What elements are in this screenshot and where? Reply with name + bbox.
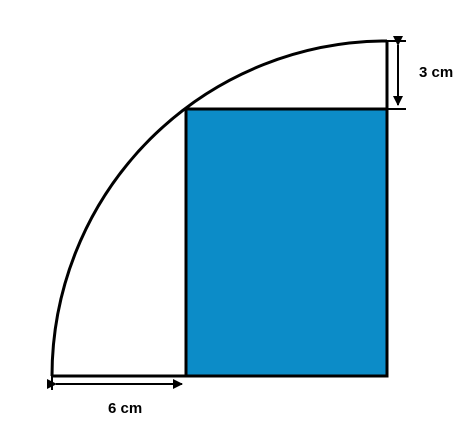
inscribed-rectangle (184, 107, 389, 378)
label-3cm: 3 cm (419, 64, 453, 81)
label-6cm: 6 cm (108, 400, 142, 417)
quarter-circle-arc (50, 39, 388, 377)
